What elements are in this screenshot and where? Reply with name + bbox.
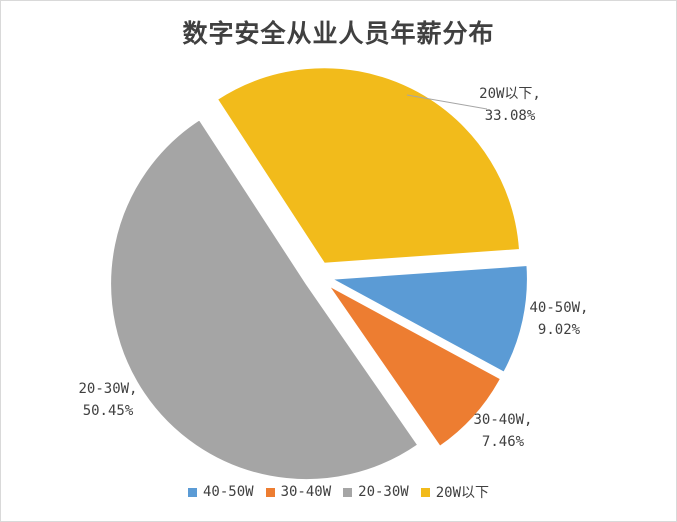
legend-swatch: [265, 487, 275, 497]
data-label-category: 30-40W,: [473, 412, 532, 428]
legend-item-under-20w[interactable]: 20W以下: [420, 482, 490, 502]
chart-title: 数字安全从业人员年薪分布: [182, 19, 495, 48]
leader-line: [406, 94, 488, 110]
legend-swatch: [343, 487, 353, 497]
legend-item-30-40w[interactable]: 30-40W: [265, 484, 332, 500]
legend: 40-50W 30-40W 20-30W 20W以下: [0, 482, 677, 502]
pie-slices: [109, 66, 529, 481]
data-label-category: 20W以下,: [479, 86, 541, 102]
data-label-value: 50.45%: [83, 403, 134, 419]
data-label: 40-50W, 9.02%: [529, 300, 588, 338]
data-label: 20-30W, 50.45%: [78, 381, 137, 419]
data-label-value: 7.46%: [482, 434, 525, 450]
legend-label: 20-30W: [358, 484, 409, 500]
data-label-value: 33.08%: [485, 108, 536, 124]
legend-label: 20W以下: [435, 485, 490, 501]
legend-item-20-30w[interactable]: 20-30W: [343, 484, 409, 500]
legend-label: 40-50W: [202, 484, 254, 500]
pie-slice-20w[interactable]: [216, 66, 521, 265]
legend-swatch: [420, 487, 430, 497]
legend-swatch: [187, 487, 197, 497]
data-label: 20W以下, 33.08%: [479, 86, 541, 124]
pie-slice-30-40w[interactable]: [327, 284, 502, 448]
legend-item-40-50w[interactable]: 40-50W: [187, 484, 254, 500]
pie-slice-20-30w[interactable]: [109, 118, 419, 481]
data-label-value: 9.02%: [538, 322, 581, 338]
data-label-category: 20-30W,: [78, 381, 137, 397]
data-label-category: 40-50W,: [529, 300, 588, 316]
legend-label: 30-40W: [280, 484, 332, 500]
data-label: 30-40W, 7.46%: [473, 412, 532, 450]
pie-slice-40-50w[interactable]: [329, 264, 529, 374]
